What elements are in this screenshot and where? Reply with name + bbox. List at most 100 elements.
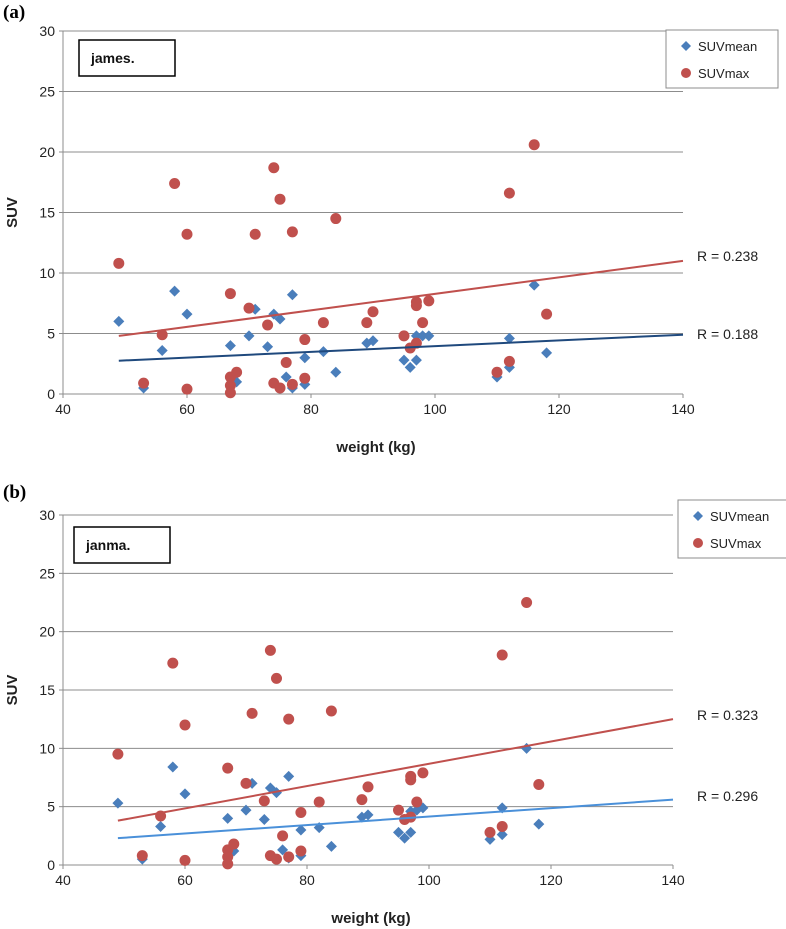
data-point-SUVmean	[155, 821, 167, 832]
data-point-SUVmax	[330, 213, 342, 225]
data-point-SUVmax	[274, 382, 286, 394]
data-point-SUVmax	[356, 794, 368, 806]
data-point-SUVmean	[167, 761, 179, 773]
dataset-tag: janma.	[85, 537, 130, 553]
data-point-SUVmax	[274, 193, 286, 205]
data-point-SUVmean	[503, 332, 515, 344]
y-tick-label: 10	[39, 265, 55, 281]
y-tick-label: 20	[39, 144, 55, 160]
data-point-SUVmax	[264, 644, 276, 656]
data-point-SUVmean	[393, 826, 404, 838]
data-point-SUVmean	[528, 279, 540, 291]
y-tick-label: 30	[39, 507, 55, 523]
panel-label: (a)	[3, 2, 25, 23]
data-point-SUVmax	[112, 748, 124, 760]
x-tick-label: 120	[539, 872, 563, 888]
data-point-SUVmax	[410, 296, 422, 308]
dataset-tag-box	[73, 526, 171, 564]
x-tick-label: 120	[547, 401, 571, 417]
legend-label: SUVmax	[698, 66, 750, 81]
data-point-SUVmax	[258, 795, 270, 807]
data-point-SUVmean	[243, 330, 255, 342]
data-point-SUVmax	[521, 597, 533, 608]
data-point-SUVmean	[330, 366, 342, 378]
y-tick-label: 15	[39, 205, 55, 221]
data-point-SUVmax	[295, 845, 307, 857]
x-tick-label: 60	[179, 401, 195, 417]
data-point-SUVmax	[313, 796, 325, 808]
data-point-SUVmax	[271, 672, 282, 684]
data-point-SUVmean	[405, 826, 417, 838]
data-point-SUVmax	[362, 781, 374, 793]
data-point-SUVmax	[262, 319, 274, 331]
data-point-SUVmax	[138, 377, 150, 389]
data-point-SUVmean	[410, 354, 422, 366]
legend-label: SUVmax	[710, 536, 762, 551]
data-point-SUVmax	[243, 302, 255, 314]
data-point-SUVmax	[181, 228, 193, 240]
data-point-SUVmax	[503, 187, 515, 199]
data-point-SUVmean	[541, 347, 553, 359]
y-tick-label: 15	[39, 682, 55, 698]
data-point-SUVmax	[491, 366, 503, 378]
data-point-SUVmax	[283, 851, 295, 863]
r-value-label: R = 0.296	[697, 788, 758, 804]
x-tick-label: 140	[671, 401, 695, 417]
legend: SUVmean SUVmax	[677, 499, 786, 559]
data-point-SUVmax	[361, 317, 373, 329]
y-tick-label: 5	[47, 326, 55, 342]
data-point-SUVmax	[503, 355, 515, 367]
data-point-SUVmax	[398, 330, 410, 342]
data-point-SUVmax	[417, 317, 429, 329]
data-point-SUVmax	[224, 288, 236, 300]
x-tick-label: 40	[55, 872, 71, 888]
data-point-SUVmax	[528, 139, 540, 151]
data-point-SUVmax	[246, 707, 258, 719]
y-tick-label: 25	[39, 84, 55, 100]
y-tick-label: 5	[47, 799, 55, 815]
y-tick-label: 10	[39, 740, 55, 756]
chart-panel-a: (a) 0 5 10 15 20 25 30 40 60 80 100 120 140 weight (kg…	[3, 2, 779, 456]
data-point-SUVmax	[423, 295, 435, 307]
data-point-SUVmax	[317, 317, 329, 329]
data-point-SUVmax	[393, 804, 404, 816]
x-axis-title: weight (kg)	[330, 910, 410, 927]
legend-marker	[693, 511, 703, 521]
dataset-tag: james.	[90, 50, 135, 66]
r-value-label: R = 0.323	[697, 707, 758, 723]
data-point-SUVmax	[280, 357, 292, 369]
dataset-tag-box	[78, 39, 176, 77]
series-SUVmax	[112, 597, 545, 870]
data-point-SUVmean	[113, 315, 125, 327]
data-point-SUVmean	[169, 285, 181, 297]
y-tick-label: 25	[39, 565, 55, 581]
data-point-SUVmax	[231, 366, 243, 378]
data-point-SUVmax	[496, 821, 508, 832]
x-tick-label: 60	[177, 872, 193, 888]
legend-box	[665, 29, 779, 89]
legend-label: SUVmean	[710, 509, 769, 524]
data-point-SUVmax	[136, 850, 148, 862]
y-tick-label: 30	[39, 23, 55, 39]
data-point-SUVmean	[362, 809, 374, 821]
data-point-SUVmean	[417, 330, 429, 342]
data-point-SUVmax	[228, 838, 240, 850]
data-point-SUVmax	[268, 162, 280, 174]
data-point-SUVmax	[541, 308, 553, 320]
data-point-SUVmax	[283, 713, 295, 725]
x-tick-label: 80	[299, 872, 315, 888]
series-SUVmean	[112, 742, 545, 865]
data-point-SUVmean	[280, 371, 292, 383]
legend-marker	[681, 68, 691, 78]
data-point-SUVmax	[156, 329, 168, 341]
data-point-SUVmax	[286, 378, 298, 390]
panel-label: (b)	[3, 482, 26, 503]
data-point-SUVmax	[169, 177, 181, 189]
data-point-SUVmean	[286, 289, 298, 301]
data-point-SUVmax	[179, 719, 191, 731]
trendline-SUVmean	[117, 798, 674, 840]
data-point-SUVmean	[295, 824, 307, 836]
chart-panel-b: (b) 0 5 10 15 20 25 30 40 60 80 100 120 140 weight (kg…	[3, 482, 786, 927]
data-point-SUVmean	[181, 308, 193, 320]
